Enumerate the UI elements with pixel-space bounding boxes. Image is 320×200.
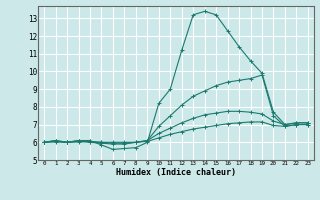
X-axis label: Humidex (Indice chaleur): Humidex (Indice chaleur) xyxy=(116,168,236,177)
